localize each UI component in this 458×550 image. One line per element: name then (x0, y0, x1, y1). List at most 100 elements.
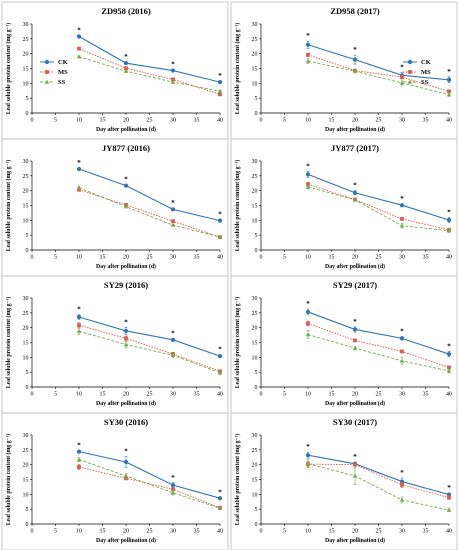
significance-star: * (171, 474, 175, 482)
x-tick-label: 15 (100, 392, 106, 398)
y-tick-label: 0 (26, 111, 29, 117)
x-tick-label: 10 (76, 118, 82, 124)
data-point (76, 34, 82, 39)
significance-star: * (171, 329, 175, 337)
y-tick-label: 25 (23, 448, 29, 454)
x-tick-label: 20 (123, 255, 129, 261)
significance-star: * (447, 68, 451, 76)
series-line (78, 48, 221, 95)
x-tick-label: 10 (76, 392, 82, 398)
x-tick-label: 20 (123, 392, 129, 398)
y-tick-label: 30 (252, 296, 258, 302)
y-tick-label: 0 (255, 522, 258, 528)
series-ck (305, 308, 452, 358)
series-ss (305, 459, 452, 512)
significance-star: * (353, 182, 357, 190)
x-tick-label: 15 (329, 392, 335, 398)
data-point (305, 461, 311, 466)
y-tick-label: 0 (255, 248, 258, 254)
significance-star: * (306, 300, 310, 308)
series-ss (305, 330, 452, 374)
data-point (400, 482, 404, 487)
y-tick-label: 0 (255, 385, 258, 391)
legend-label: MS (58, 69, 68, 76)
x-tick-label: 10 (305, 392, 311, 398)
series-line (307, 463, 450, 499)
series-ms (306, 182, 451, 232)
chart-panel: SY30 (2016) 0 5 10 15 20 25 30 35 40 0 5 10 15 20 25 30 D… (1, 412, 229, 550)
y-tick-label: 20 (23, 463, 29, 469)
data-point (170, 490, 176, 495)
series-ck (76, 34, 223, 85)
data-point (123, 342, 129, 347)
y-tick-label: 10 (23, 492, 29, 498)
data-point (399, 497, 405, 502)
data-point (217, 354, 223, 359)
x-tick-label: 15 (329, 255, 335, 261)
data-point (170, 352, 176, 357)
series-ss (305, 184, 452, 233)
x-tick-label: 15 (100, 118, 106, 124)
y-tick-label: 15 (23, 478, 29, 484)
legend-marker (407, 59, 413, 65)
data-point (170, 483, 176, 488)
x-axis-title: Day after pollination (d) (325, 263, 385, 270)
legend-label: CK (421, 59, 431, 66)
data-point (352, 345, 358, 350)
series-ms (306, 320, 451, 370)
data-point (123, 328, 129, 334)
chart-title: SY29 (2017) (333, 280, 377, 290)
data-point (124, 66, 128, 71)
y-axis-title: Leaf soluble protein content (mg g⁻¹) (234, 297, 241, 389)
legend-label: SS (58, 79, 66, 86)
data-point (400, 75, 404, 80)
significance-star: * (218, 488, 222, 496)
x-tick-label: 0 (260, 255, 263, 261)
x-tick-label: 25 (376, 529, 382, 535)
significance-star: * (77, 27, 81, 35)
panel-frame (230, 412, 458, 550)
chart-panel: JY877 (2017) 0 5 10 15 20 25 30 35 40 0 5 10 15 20 25 30… (230, 138, 458, 277)
legend-marker (44, 79, 50, 84)
series-line (307, 454, 450, 496)
chart-title: SY30 (2016) (104, 417, 148, 427)
y-tick-label: 0 (26, 385, 29, 391)
data-point (305, 332, 311, 337)
y-tick-label: 10 (252, 218, 258, 224)
data-point (446, 368, 452, 373)
series-ck (76, 166, 223, 223)
x-tick-label: 0 (31, 255, 34, 261)
y-tick-label: 25 (252, 448, 258, 454)
data-point (76, 54, 82, 59)
data-point (76, 166, 82, 172)
data-point (171, 487, 175, 492)
significance-star: * (77, 441, 81, 449)
y-tick-label: 25 (252, 37, 258, 43)
x-tick-label: 0 (31, 118, 34, 124)
y-axis-title: Leaf soluble protein content (mg g⁻¹) (234, 23, 241, 115)
y-tick-label: 10 (252, 81, 258, 87)
x-tick-label: 30 (399, 255, 405, 261)
x-tick-label: 10 (305, 118, 311, 124)
data-point (218, 92, 222, 97)
data-point (305, 58, 311, 63)
series-ck (305, 171, 452, 224)
y-tick-label: 10 (252, 492, 258, 498)
legend-label: SS (421, 79, 429, 86)
y-tick-label: 25 (23, 311, 29, 317)
data-point (305, 172, 311, 177)
data-point (171, 219, 175, 224)
series-ss (305, 58, 452, 97)
y-tick-label: 0 (26, 248, 29, 254)
x-axis-title: Day after pollination (d) (96, 537, 156, 544)
significance-star: * (400, 469, 404, 477)
series-ms (77, 464, 222, 510)
y-tick-label: 15 (252, 67, 258, 73)
chart-title: ZD958 (2016) (101, 6, 151, 16)
x-tick-label: 40 (446, 392, 452, 398)
x-tick-label: 35 (194, 529, 200, 535)
series-ms (77, 46, 222, 97)
data-point (170, 207, 176, 212)
data-point (76, 457, 82, 462)
significance-star: * (124, 53, 128, 61)
